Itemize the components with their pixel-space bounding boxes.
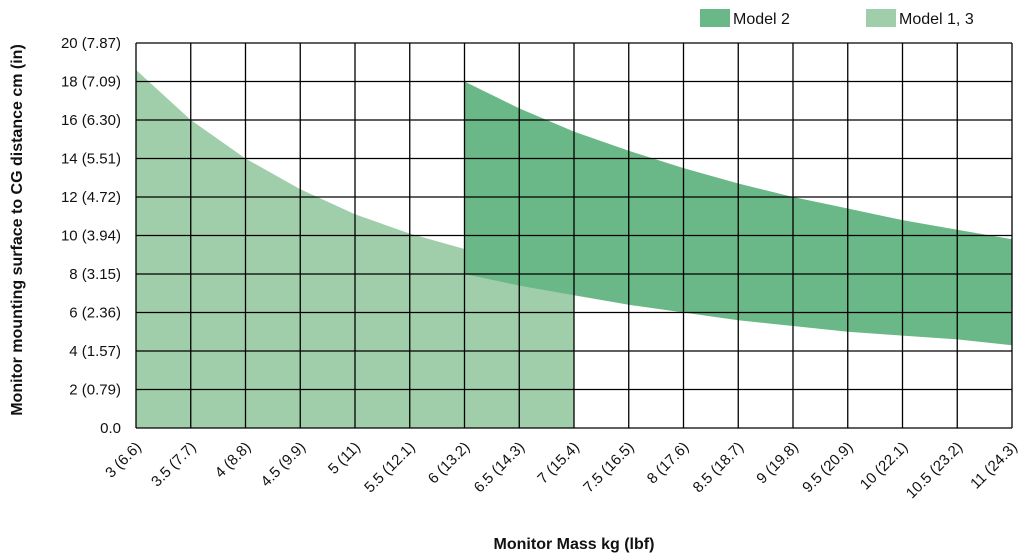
y-tick-label: 8 (3.15) (69, 266, 121, 283)
y-tick-label: 18 (7.09) (61, 74, 121, 91)
y-tick-label: 10 (3.94) (61, 228, 121, 245)
y-tick-labels: 0.0 2 (0.79) 4 (1.57) 6 (2.36) 8 (3.15) 10 (3… (61, 35, 121, 437)
y-tick-label: 0.0 (100, 420, 121, 437)
y-tick-label: 20 (7.87) (61, 35, 121, 52)
legend-swatch-model-2 (700, 9, 730, 27)
x-tick-label: 5.5 (12.1) (361, 439, 418, 496)
x-tick-label: 7.5 (16.5) (580, 439, 637, 496)
x-tick-label: 11 (24.3) (967, 439, 1021, 493)
x-tick-label: 9.5 (20.9) (799, 439, 856, 496)
x-tick-label: 8 (17.6) (644, 439, 693, 488)
x-tick-label: 9 (19.8) (753, 439, 802, 488)
y-tick-label: 12 (4.72) (61, 189, 121, 206)
x-tick-label: 8.5 (18.7) (690, 439, 747, 496)
legend: Model 2 Model 1, 3 (700, 9, 974, 28)
y-tick-label: 2 (0.79) (69, 382, 121, 399)
plot-grid (135, 42, 1013, 429)
x-tick-label: 10.5 (23.2) (903, 439, 966, 502)
x-tick-label: 3 (6.6) (102, 439, 145, 482)
x-tick-label: 4 (8.8) (212, 439, 255, 482)
y-axis-title: Monitor mounting surface to CG distance … (9, 44, 26, 416)
x-tick-label: 4.5 (9.9) (258, 439, 310, 491)
legend-label-model-2: Model 2 (733, 11, 790, 28)
y-tick-label: 6 (2.36) (69, 305, 121, 322)
y-tick-label: 4 (1.57) (69, 343, 121, 360)
legend-label-model-1-3: Model 1, 3 (899, 11, 974, 28)
x-tick-label: 10 (22.1) (857, 439, 911, 493)
y-tick-label: 14 (5.51) (61, 151, 121, 168)
x-tick-label: 7 (15.4) (534, 439, 583, 488)
y-tick-label: 16 (6.30) (61, 112, 121, 129)
x-axis-title: Monitor Mass kg (lbf) (494, 536, 655, 553)
x-tick-label: 3.5 (7.7) (148, 439, 200, 491)
x-tick-label: 6 (13.2) (425, 439, 474, 488)
x-tick-label: 6.5 (14.3) (471, 439, 528, 496)
x-tick-labels: 3 (6.6) 3.5 (7.7) 4 (8.8) 4.5 (9.9) 5 (11)5.… (102, 439, 1021, 502)
x-tick-label: 5 (11) (325, 439, 364, 478)
legend-swatch-model-1-3 (866, 9, 896, 27)
